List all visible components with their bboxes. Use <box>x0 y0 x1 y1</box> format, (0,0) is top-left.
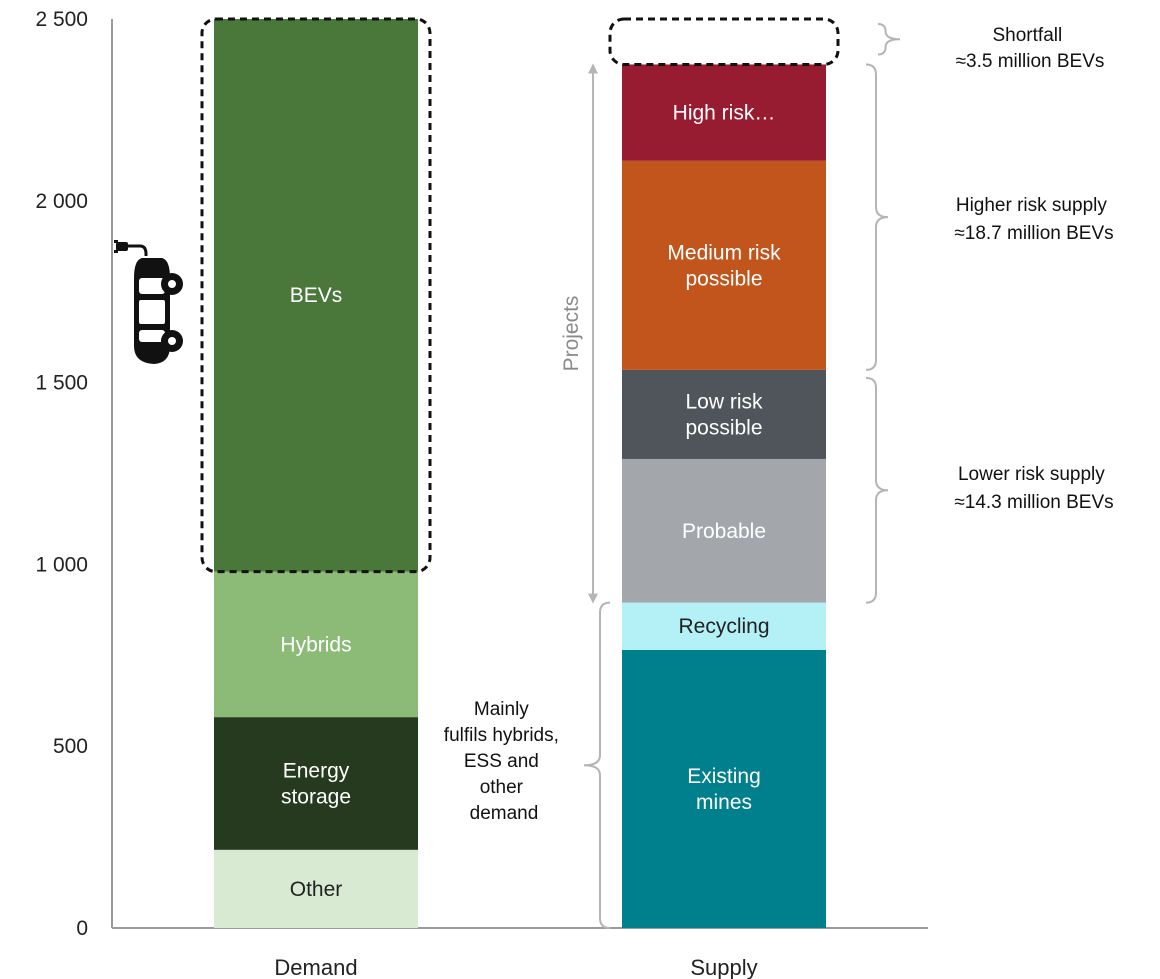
higher-risk-value: ≈18.7 million BEVs <box>954 223 1113 244</box>
electric-car-icon <box>114 240 183 364</box>
mainly-line-4: other <box>480 777 524 798</box>
mainly-brace <box>583 601 611 929</box>
bar-energy-storage <box>214 717 418 850</box>
lower-risk-title: Lower risk supply <box>958 464 1105 485</box>
bar-recycling <box>622 602 826 650</box>
category-label-supply: Supply <box>690 955 757 979</box>
higher-risk-brace <box>865 63 889 371</box>
bar-bevs <box>214 19 418 572</box>
y-tick-label: 1 500 <box>35 372 88 395</box>
bar-hybrids <box>214 571 418 718</box>
bar-low-risk-possible <box>622 369 826 459</box>
bar-medium-risk-possible <box>622 160 826 370</box>
label-energy-storage: Energy storage <box>281 759 351 808</box>
shortfall-value: ≈3.5 million BEVs <box>956 51 1105 72</box>
label-recycling: Recycling <box>678 615 769 638</box>
mainly-line-5: demand <box>470 803 539 824</box>
lower-risk-brace <box>865 376 889 604</box>
higher-risk-annotation: Higher risk supply ≈18.7 million BEVs <box>954 195 1113 244</box>
shortfall-box <box>608 17 840 66</box>
label-medium-risk-possible: Medium risk possible <box>667 241 781 290</box>
shortfall-brace <box>877 23 901 56</box>
shortfall-annotation: Shortfall ≈3.5 million BEVs <box>956 25 1105 72</box>
category-label-demand: Demand <box>274 955 357 979</box>
bar-probable <box>622 458 826 603</box>
category-labels: Demand Supply <box>274 955 757 979</box>
y-tick-label: 500 <box>53 735 88 758</box>
mainly-annotation: Mainly fulfils hybrids, ESS and other de… <box>444 699 564 824</box>
mainly-line-1: Mainly <box>474 699 529 720</box>
projects-label: Projects <box>560 296 583 372</box>
shortfall-title: Shortfall <box>993 25 1063 46</box>
label-existing-mines: Existing mines <box>687 765 761 814</box>
bev-demand-box <box>200 17 432 574</box>
y-tick-label: 2 000 <box>35 190 88 213</box>
label-other: Other <box>290 878 343 901</box>
y-tick-label: 0 <box>76 917 88 940</box>
y-tick-label: 2 500 <box>35 8 88 31</box>
mainly-line-3: ESS and <box>464 751 539 772</box>
lower-risk-value: ≈14.3 million BEVs <box>954 492 1113 513</box>
label-hybrids: Hybrids <box>280 633 351 656</box>
bars: Other Energy storage Hybrids BEVs Existing min… <box>214 19 826 928</box>
y-tick-label: 1 000 <box>35 553 88 576</box>
bar-other <box>214 849 418 928</box>
label-low-risk-possible: Low risk possible <box>685 390 763 439</box>
dashed-boxes <box>200 17 840 574</box>
label-bevs: BEVs <box>290 284 343 307</box>
label-high-risk: High risk… <box>673 102 776 125</box>
bar-high-risk <box>622 64 826 161</box>
label-probable: Probable <box>682 520 766 543</box>
higher-risk-title: Higher risk supply <box>956 195 1107 216</box>
mainly-line-2: fulfils hybrids, <box>444 725 559 746</box>
lower-risk-annotation: Lower risk supply ≈14.3 million BEVs <box>954 464 1113 513</box>
bar-existing-mines <box>622 649 826 928</box>
